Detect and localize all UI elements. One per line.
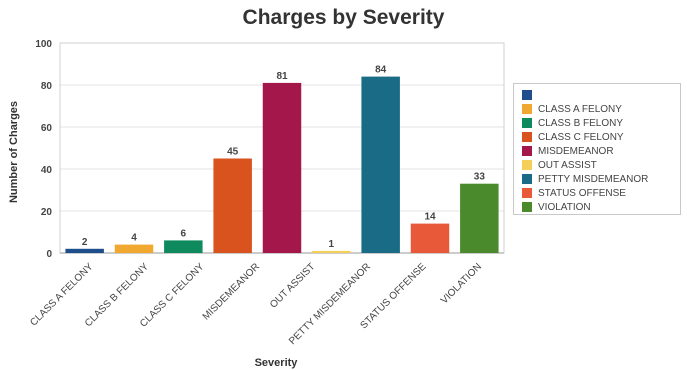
- legend-label: STATUS OFFENSE: [538, 187, 626, 199]
- legend-swatch: [522, 146, 532, 156]
- legend-swatch: [522, 118, 532, 128]
- bar: [460, 183, 499, 253]
- x-tick-label: VIOLATION: [439, 261, 484, 306]
- legend-item: CLASS B FELONY: [514, 116, 680, 130]
- legend-swatch: [522, 160, 532, 170]
- legend-swatch: [522, 174, 532, 184]
- legend-swatch: [522, 188, 532, 198]
- legend-swatch: [522, 202, 532, 212]
- legend-item: STATUS OFFENSE: [514, 186, 680, 200]
- x-tick-label: MISDEMEANOR: [201, 261, 262, 322]
- legend-swatch: [522, 132, 532, 142]
- legend-label: PETTY MISDEMEANOR: [538, 173, 649, 185]
- y-tick-label: 20: [41, 207, 53, 218]
- data-label: 6: [181, 228, 187, 239]
- data-label: 1: [329, 239, 335, 250]
- bar: [410, 223, 450, 253]
- chart-title: Charges by Severity: [242, 6, 445, 29]
- legend-label: MISDEMEANOR: [538, 145, 614, 157]
- legend-swatch: [522, 104, 532, 114]
- y-tick-label: 60: [41, 123, 53, 134]
- legend-label: OUT ASSIST: [538, 159, 597, 171]
- data-label: 2: [82, 237, 88, 248]
- bar: [361, 76, 400, 253]
- legend-item: PETTY MISDEMEANOR: [514, 172, 680, 186]
- bars: 2 4 6 45 81 1 84 14 33: [65, 65, 499, 254]
- data-label: 14: [424, 212, 436, 223]
- legend-swatch: [522, 90, 532, 100]
- y-tick-label: 0: [46, 249, 52, 260]
- legend-item: OUT ASSIST: [514, 158, 680, 172]
- legend-label: CLASS A FELONY: [538, 103, 622, 115]
- bar: [213, 158, 252, 253]
- legend-item: [514, 88, 680, 102]
- legend-label: VIOLATION: [538, 201, 591, 213]
- legend-label: CLASS C FELONY: [538, 131, 624, 143]
- y-tick-label: 40: [41, 165, 53, 176]
- data-label: 81: [276, 71, 288, 82]
- data-label: 84: [375, 65, 387, 76]
- legend-item: CLASS C FELONY: [514, 130, 680, 144]
- bar: [114, 244, 154, 253]
- legend-item: VIOLATION: [514, 200, 680, 214]
- data-label: 33: [474, 172, 486, 183]
- x-axis-label: Severity: [255, 357, 299, 369]
- y-axis-label: Number of Charges: [8, 101, 20, 203]
- bar: [164, 240, 203, 253]
- data-label: 45: [227, 147, 239, 158]
- bar: [312, 250, 351, 253]
- legend-item: MISDEMEANOR: [514, 144, 680, 158]
- bar: [262, 82, 302, 254]
- legend-item: CLASS A FELONY: [514, 102, 680, 116]
- x-tick-label: OUT ASSIST: [268, 261, 317, 310]
- data-label: 4: [131, 233, 137, 244]
- y-tick-label: 100: [35, 39, 52, 50]
- legend: CLASS A FELONY CLASS B FELONY CLASS C FELO…: [513, 83, 681, 215]
- y-tick-label: 80: [41, 81, 53, 92]
- bar: [65, 248, 104, 253]
- legend-label: CLASS B FELONY: [538, 117, 624, 129]
